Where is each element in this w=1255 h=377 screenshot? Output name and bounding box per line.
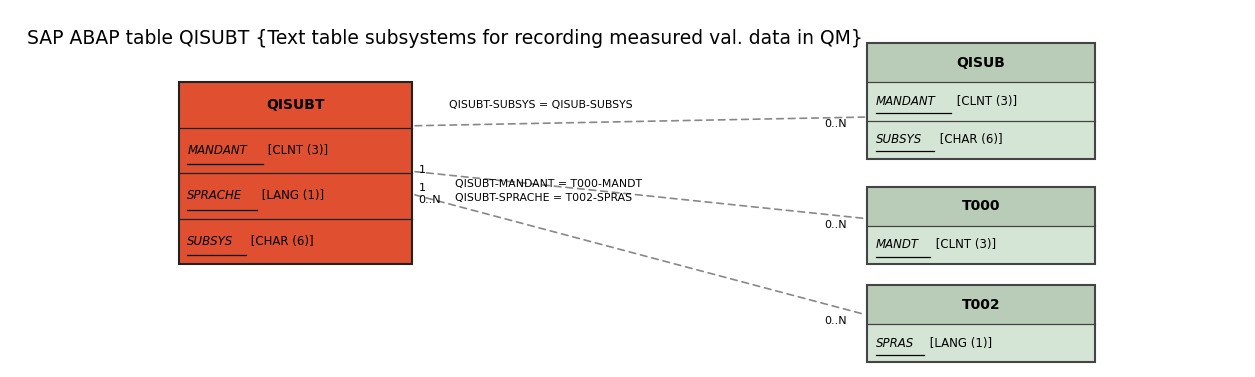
Text: 0..N: 0..N bbox=[823, 316, 846, 326]
Text: MANDANT: MANDANT bbox=[876, 95, 936, 108]
Bar bbox=[867, 82, 1094, 121]
Bar bbox=[867, 43, 1094, 82]
Text: MANDT: MANDT bbox=[876, 239, 919, 251]
Bar bbox=[867, 285, 1094, 324]
Bar bbox=[867, 285, 1094, 362]
Bar bbox=[178, 219, 413, 264]
Text: QISUBT-MANDANT = T000-MANDT: QISUBT-MANDANT = T000-MANDT bbox=[456, 179, 643, 188]
Text: [LANG (1)]: [LANG (1)] bbox=[259, 189, 324, 202]
Text: SPRAS: SPRAS bbox=[876, 337, 914, 349]
Bar bbox=[178, 82, 413, 127]
Bar bbox=[867, 226, 1094, 264]
Text: MANDANT: MANDANT bbox=[187, 144, 247, 157]
Text: T000: T000 bbox=[961, 199, 1000, 213]
Text: QISUBT-SPRACHE = T002-SPRAS: QISUBT-SPRACHE = T002-SPRAS bbox=[456, 193, 633, 203]
Text: [CHAR (6)]: [CHAR (6)] bbox=[247, 235, 314, 248]
Text: QISUBT: QISUBT bbox=[266, 98, 325, 112]
Text: [CLNT (3)]: [CLNT (3)] bbox=[264, 144, 328, 157]
Text: [LANG (1)]: [LANG (1)] bbox=[925, 337, 991, 349]
Text: SUBSYS: SUBSYS bbox=[876, 133, 922, 146]
Bar bbox=[867, 43, 1094, 159]
Text: SAP ABAP table QISUBT {Text table subsystems for recording measured val. data in: SAP ABAP table QISUBT {Text table subsys… bbox=[28, 29, 863, 48]
Bar bbox=[867, 187, 1094, 264]
Bar bbox=[867, 187, 1094, 226]
Text: 0..N: 0..N bbox=[823, 119, 846, 129]
Text: [CHAR (6)]: [CHAR (6)] bbox=[936, 133, 1003, 146]
Text: SUBSYS: SUBSYS bbox=[187, 235, 233, 248]
Text: SPRACHE: SPRACHE bbox=[187, 189, 242, 202]
Text: 1: 1 bbox=[418, 165, 425, 175]
Text: [CLNT (3)]: [CLNT (3)] bbox=[953, 95, 1017, 108]
Text: QISUBT-SUBSYS = QISUB-SUBSYS: QISUBT-SUBSYS = QISUB-SUBSYS bbox=[449, 100, 633, 110]
Text: 0..N: 0..N bbox=[823, 220, 846, 230]
Text: [CLNT (3)]: [CLNT (3)] bbox=[931, 239, 995, 251]
Bar bbox=[178, 173, 413, 219]
Bar bbox=[867, 121, 1094, 159]
Text: T002: T002 bbox=[961, 297, 1000, 312]
Text: 1
0..N: 1 0..N bbox=[418, 183, 441, 205]
Bar bbox=[867, 324, 1094, 362]
Text: QISUB: QISUB bbox=[956, 56, 1005, 70]
Bar bbox=[178, 127, 413, 173]
Bar bbox=[178, 82, 413, 264]
